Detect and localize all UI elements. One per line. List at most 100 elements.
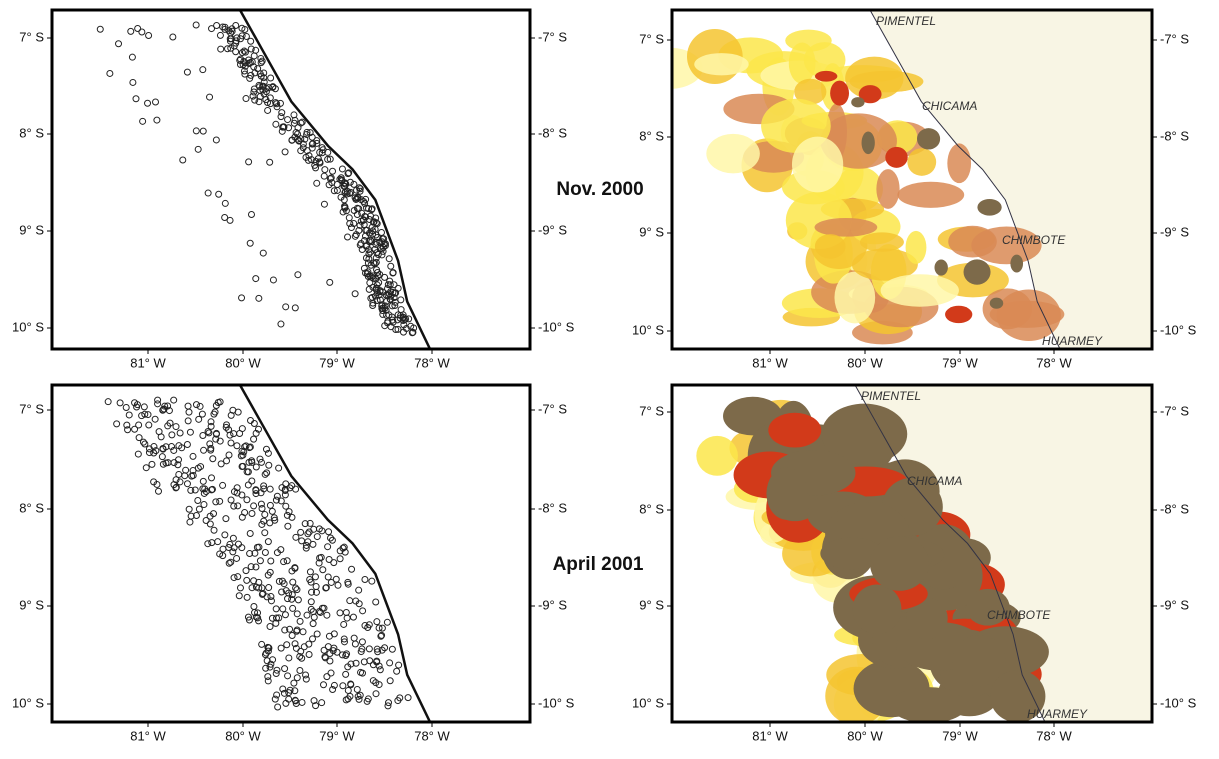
catch-point — [390, 281, 398, 289]
map-panel: 7° S -7° S 8° S -8° S 9° S -9° S 10° S -10° S 81… — [632, 8, 1197, 370]
catch-point — [256, 83, 264, 91]
catch-point — [192, 127, 200, 135]
catch-point — [272, 605, 280, 613]
catch-point — [244, 481, 252, 489]
catch-point — [225, 451, 233, 459]
catch-point — [291, 640, 299, 648]
catch-point — [350, 634, 358, 642]
catch-point — [210, 526, 218, 534]
catch-point — [279, 605, 287, 613]
catch-point — [258, 520, 266, 528]
catch-point — [336, 555, 344, 563]
catch-point — [333, 186, 341, 194]
y-tick-label: 7° S — [639, 403, 664, 418]
catch-point — [268, 507, 276, 515]
catch-point — [236, 584, 244, 592]
catch-point — [242, 567, 250, 575]
catch-point — [375, 279, 383, 287]
density-blob — [834, 271, 876, 324]
x-tick-label: 79° W — [319, 355, 355, 370]
catch-point — [357, 668, 365, 676]
catch-point — [157, 433, 165, 441]
density-blob — [876, 169, 900, 209]
catch-point — [338, 165, 346, 173]
catch-point — [230, 488, 238, 496]
y-tick-label: 9° S — [19, 222, 44, 237]
density-blob — [996, 289, 1061, 341]
density-blob — [851, 248, 918, 281]
catch-point — [151, 415, 159, 423]
catch-point — [298, 537, 306, 545]
catch-point — [245, 59, 253, 67]
catch-point — [170, 446, 178, 454]
catch-point — [280, 689, 288, 697]
catch-point — [408, 329, 416, 337]
catch-point — [251, 96, 259, 104]
density-blob — [948, 225, 997, 258]
catch-point — [264, 571, 272, 579]
panel-frame — [50, 8, 532, 351]
catch-point — [288, 513, 296, 521]
catch-point — [330, 187, 338, 195]
catch-point — [133, 403, 141, 411]
x-tick-label: 80° W — [225, 728, 261, 743]
catch-point — [245, 616, 253, 624]
catch-point — [373, 618, 381, 626]
catch-point — [113, 420, 121, 428]
catch-point — [252, 275, 260, 283]
catch-point — [288, 632, 296, 640]
catch-point — [246, 550, 254, 558]
catch-point — [303, 147, 311, 155]
y-tick-label: 9° S — [639, 224, 664, 239]
catch-point — [320, 681, 328, 689]
catch-point — [288, 595, 296, 603]
catch-point — [298, 654, 306, 662]
catch-point — [226, 540, 234, 548]
y-tick-label-right: -7° S — [1160, 403, 1189, 418]
catch-point — [293, 610, 301, 618]
density-high — [889, 687, 968, 722]
catch-point — [368, 205, 376, 213]
catch-point — [265, 584, 273, 592]
density-core — [815, 70, 838, 82]
panel-content — [672, 10, 1152, 349]
catch-point — [260, 78, 268, 86]
catch-point — [364, 272, 372, 280]
density-blob — [845, 56, 904, 100]
density-blob — [794, 78, 827, 105]
catch-point — [284, 595, 292, 603]
catch-point — [280, 123, 288, 131]
catch-point — [336, 609, 344, 617]
catch-point — [330, 681, 338, 689]
panel-content — [104, 385, 432, 722]
catch-point — [344, 695, 352, 703]
catch-point — [257, 500, 265, 508]
catch-point — [246, 74, 254, 82]
catch-point — [358, 209, 366, 217]
catch-point — [217, 45, 225, 53]
density-core — [861, 131, 875, 155]
catch-point — [305, 650, 313, 658]
catch-point — [269, 276, 277, 284]
catch-point — [184, 417, 192, 425]
catch-point — [252, 486, 260, 494]
catch-point — [319, 566, 327, 574]
catch-point — [269, 656, 277, 664]
coastline — [869, 10, 1061, 349]
catch-point — [164, 422, 172, 430]
catch-point — [260, 69, 268, 77]
catch-point — [141, 440, 149, 448]
catch-point — [206, 93, 214, 101]
place-label: CHIMBOTE — [1002, 233, 1066, 247]
catch-point — [246, 443, 254, 451]
catch-point — [142, 464, 150, 472]
catch-point — [372, 598, 380, 606]
catch-point — [329, 167, 337, 175]
catch-point — [290, 679, 298, 687]
catch-point — [310, 697, 318, 705]
catch-point — [276, 99, 284, 107]
x-tick-label: 79° W — [942, 355, 978, 370]
catch-point — [242, 32, 250, 40]
catch-point — [221, 199, 229, 207]
density-blob — [814, 217, 878, 237]
